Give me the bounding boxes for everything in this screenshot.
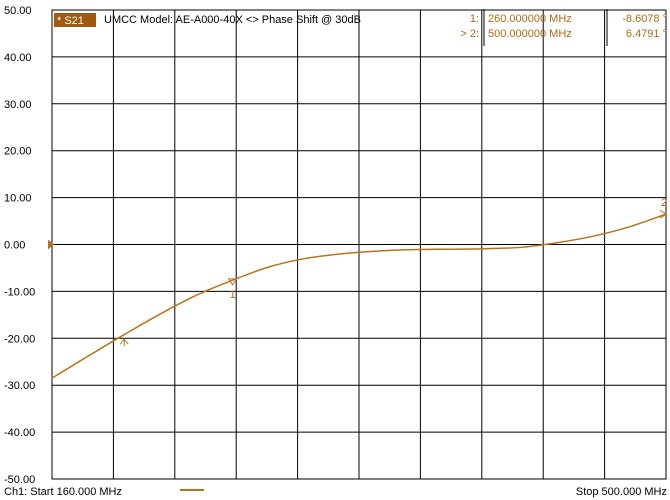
y-tick-label: 40.00 (4, 52, 32, 64)
y-tick-label: 10.00 (4, 193, 32, 205)
marker-1-freq: 260.000000 MHz (488, 13, 572, 25)
marker-2-freq: 500.000000 MHz (488, 28, 572, 40)
y-tick-label: -20.00 (4, 333, 35, 345)
y-tick-labels: 50.00 40.00 30.00 20.00 10.00 0.00 -10.00 -20.0… (4, 5, 54, 486)
marker-readouts: 1: 260.000000 MHz -8.6078 ° > 2: 500.000… (460, 9, 667, 46)
marker-2-symbol (659, 209, 667, 219)
marker-1-value: -8.6078 ° (622, 13, 667, 25)
y-tick-label: 0.00 (4, 240, 25, 252)
marker-2-number: 2 (661, 197, 667, 209)
marker-1-symbol (227, 278, 238, 286)
trace-badge[interactable] (54, 13, 96, 27)
marker-2-label: > 2: (460, 28, 479, 40)
grid-lines (52, 10, 666, 479)
y-tick-label: 30.00 (4, 99, 32, 111)
marker-layer: 12 (119, 197, 667, 347)
y-tick-label: 50.00 (4, 5, 32, 17)
trace-line (51, 213, 667, 379)
trace-title: UMCC Model: AE-A000-40X <> Phase Shift @… (104, 14, 361, 26)
marker-1-number: 1 (230, 289, 236, 301)
start-frequency: Ch1: Start 160.000 MHz (4, 486, 122, 498)
marker-2-value: 6.4791 ° (626, 28, 667, 40)
y-tick-label: -40.00 (4, 427, 35, 439)
marker-1-label: 1: (470, 13, 479, 25)
reference-level-arrow (48, 239, 54, 250)
y-tick-label: -50.00 (4, 474, 35, 486)
y-tick-label: -30.00 (4, 380, 35, 392)
y-tick-label: 20.00 (4, 146, 32, 158)
aux-marker-symbol (119, 338, 129, 347)
stop-frequency: Stop 500.000 MHz (576, 486, 667, 498)
y-tick-label: -10.00 (4, 286, 35, 298)
trace-badge-label: * S21 (57, 15, 84, 27)
trace-layer (51, 213, 667, 379)
